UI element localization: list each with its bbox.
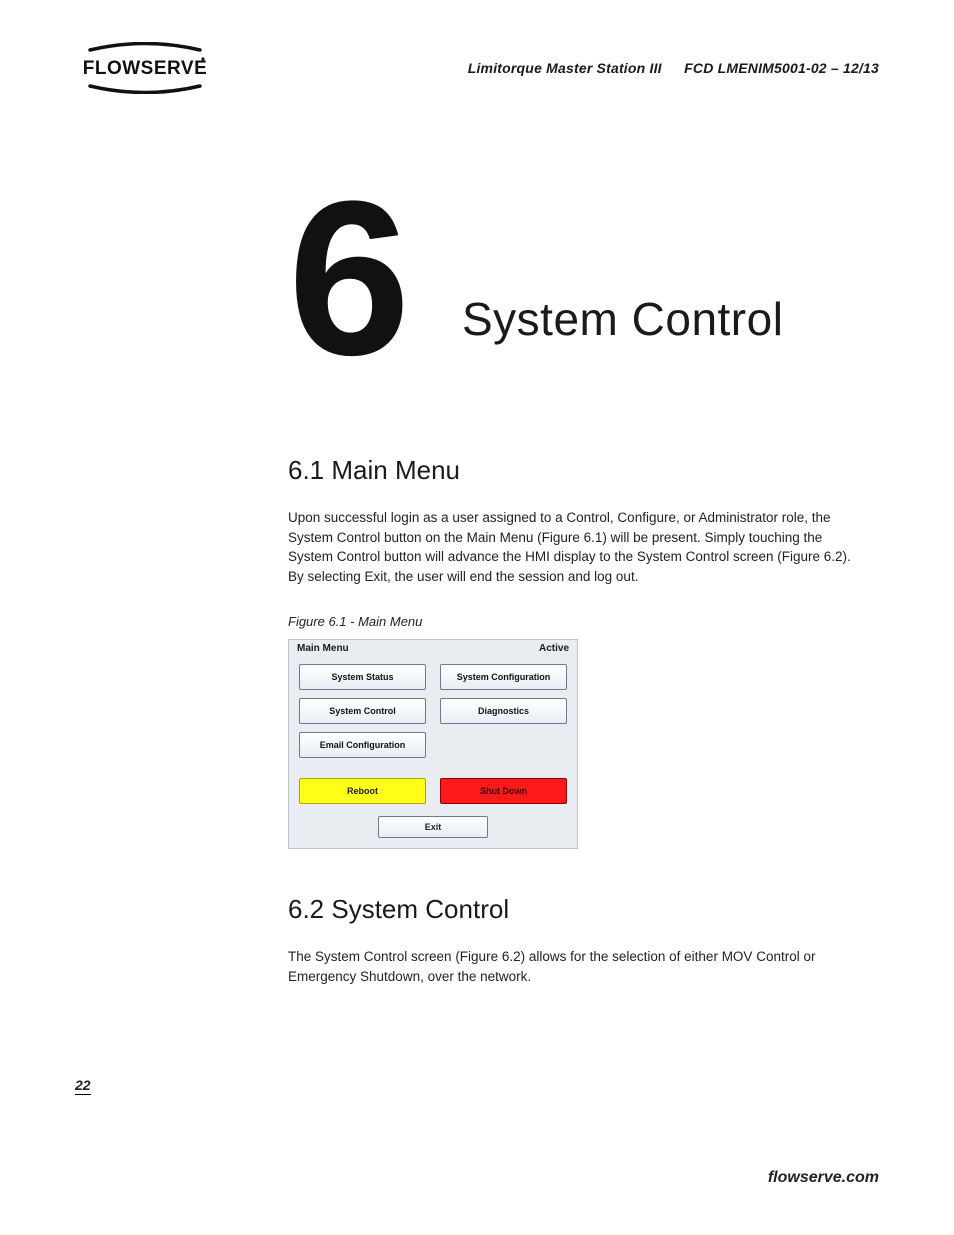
diagnostics-button[interactable]: Diagnostics (440, 698, 567, 724)
email-configuration-button[interactable]: Email Configuration (299, 732, 426, 758)
shut-down-button[interactable]: Shut Down (440, 778, 567, 804)
section-6-1-paragraph: Upon successful login as a user assigned… (288, 508, 868, 586)
hmi-title-right: Active (539, 643, 569, 654)
system-configuration-button[interactable]: System Configuration (440, 664, 567, 690)
page-number: 22 (75, 1077, 91, 1095)
hmi-button-grid: System Status System Configuration Syste… (289, 658, 577, 760)
hmi-main-menu-panel: Main Menu Active System Status System Co… (288, 639, 578, 849)
hmi-empty-cell (440, 732, 567, 758)
figure-6-1-caption: Figure 6.1 - Main Menu (288, 614, 578, 629)
section-6-2: 6.2 System Control The System Control sc… (288, 894, 868, 986)
chapter-number: 6 (288, 168, 404, 388)
hmi-spacer (289, 760, 577, 774)
hmi-title-left: Main Menu (297, 643, 349, 654)
section-6-2-heading: 6.2 System Control (288, 894, 868, 925)
flowserve-logo-icon: FLOWSERVE (75, 42, 215, 94)
flowserve-logo: FLOWSERVE (75, 42, 215, 99)
chapter-title: System Control (462, 292, 783, 346)
exit-button[interactable]: Exit (378, 816, 488, 838)
section-6-1-heading: 6.1 Main Menu (288, 455, 868, 486)
section-6-2-paragraph: The System Control screen (Figure 6.2) a… (288, 947, 868, 986)
footer-url: flowserve.com (768, 1169, 879, 1187)
hmi-exit-row: Exit (289, 810, 577, 848)
figure-6-1: Figure 6.1 - Main Menu Main Menu Active … (288, 614, 578, 849)
system-status-button[interactable]: System Status (299, 664, 426, 690)
hmi-power-row: Reboot Shut Down (289, 774, 577, 810)
document-page: FLOWSERVE Limitorque Master Station III … (0, 0, 954, 1235)
document-header: Limitorque Master Station III FCD LMENIM… (468, 60, 879, 76)
hmi-title-bar: Main Menu Active (289, 640, 577, 658)
system-control-button[interactable]: System Control (299, 698, 426, 724)
section-6-1: 6.1 Main Menu Upon successful login as a… (288, 455, 868, 606)
logo-text: FLOWSERVE (83, 58, 208, 79)
reboot-button[interactable]: Reboot (299, 778, 426, 804)
